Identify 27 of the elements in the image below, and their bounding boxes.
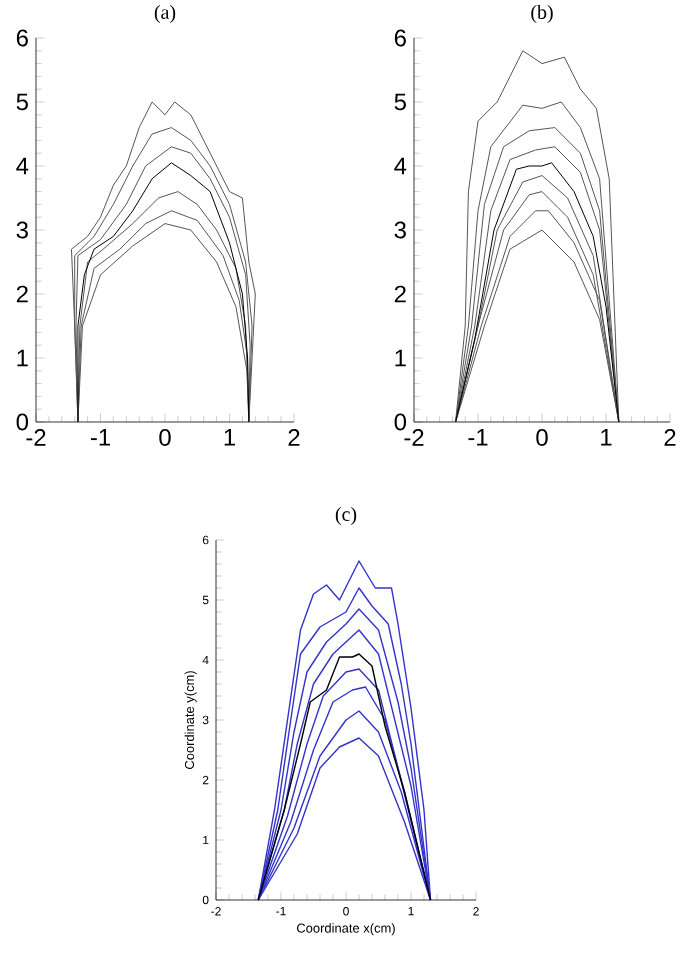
y-tick-label: 6 [16, 29, 28, 47]
x-tick-label: -1 [468, 429, 488, 446]
y-tick-label: 3 [394, 221, 406, 239]
y-tick-label: 5 [394, 93, 406, 111]
y-tick-label: 0 [394, 413, 407, 431]
y-tick-label: 2 [394, 285, 406, 303]
y-tick-label: 3 [16, 221, 28, 239]
y-tick-label: 6 [394, 29, 406, 47]
x-tick-label: 0 [159, 429, 171, 446]
chart-title: (b) [531, 4, 553, 23]
y-tick-label: 4 [394, 157, 407, 175]
x-tick-label: 1 [224, 429, 235, 446]
y-tick-label: 4 [16, 157, 29, 175]
x-tick-label: 2 [288, 429, 300, 446]
x-tick-label: 2 [664, 429, 676, 446]
y-tick-label: 0 [16, 413, 29, 431]
x-tick-label: 1 [601, 429, 612, 446]
x-tick-label: 0 [536, 429, 548, 446]
y-tick-label: 5 [16, 93, 28, 111]
chart-title: (c) [335, 506, 357, 526]
x-tick-label: -1 [90, 429, 110, 446]
y-tick-label: 1 [395, 349, 406, 367]
chart-title: (a) [154, 4, 176, 23]
x-tick-label: -2 [404, 429, 424, 446]
y-tick-label: 2 [16, 285, 28, 303]
x-tick-label: -2 [26, 429, 46, 446]
y-tick-label: 1 [17, 349, 28, 367]
